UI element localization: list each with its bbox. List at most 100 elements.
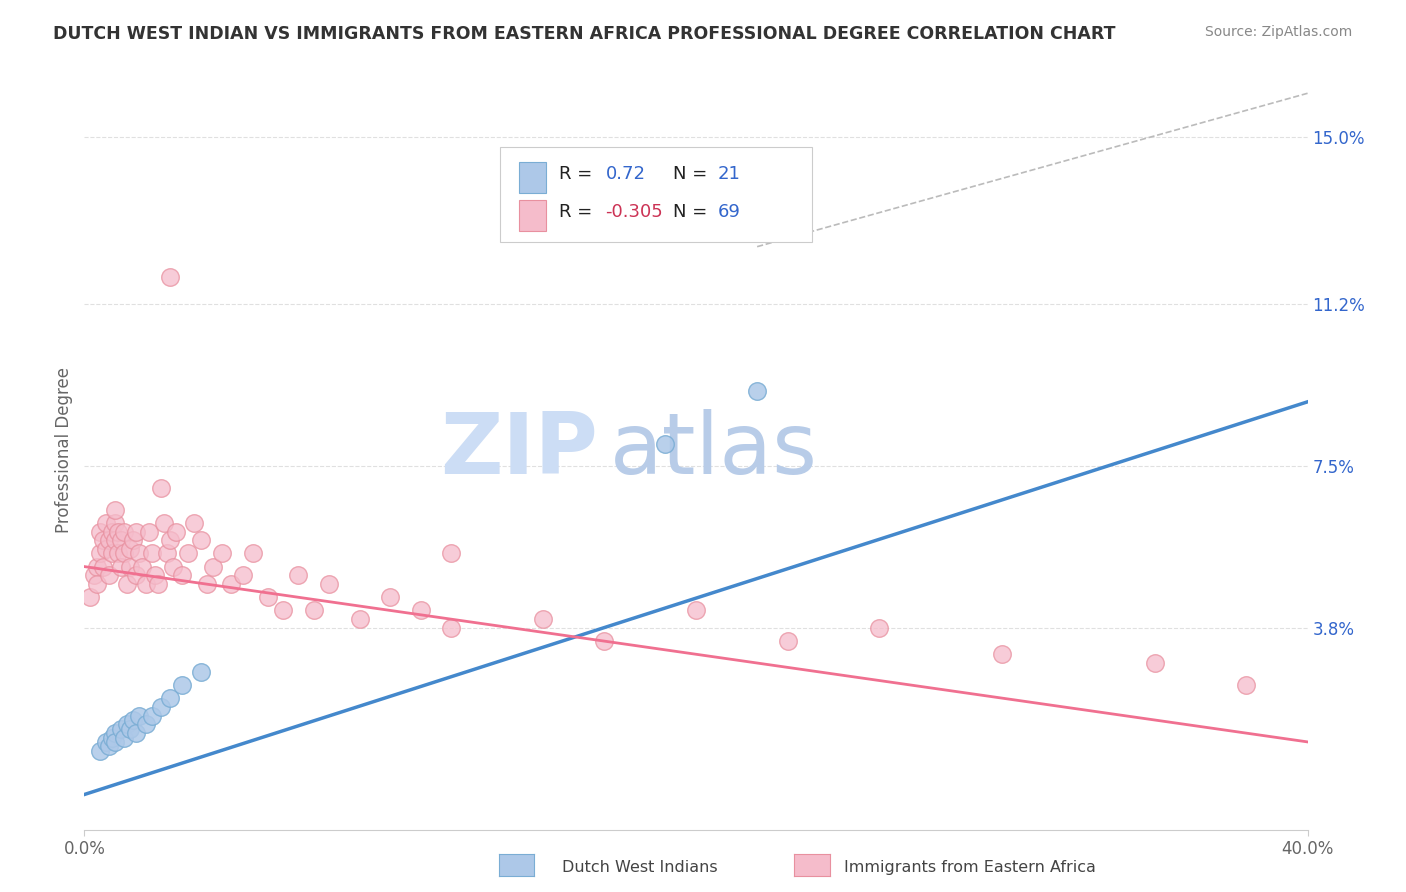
Text: 0.72: 0.72 <box>606 165 645 183</box>
Point <box>141 546 163 560</box>
Point <box>125 568 148 582</box>
Text: 21: 21 <box>718 165 741 183</box>
Point <box>143 568 166 582</box>
Point <box>271 603 294 617</box>
Point <box>83 568 105 582</box>
Text: Immigrants from Eastern Africa: Immigrants from Eastern Africa <box>844 860 1095 874</box>
Point <box>112 731 135 745</box>
Point <box>120 722 142 736</box>
Point <box>287 568 309 582</box>
Point <box>162 559 184 574</box>
Point <box>440 621 463 635</box>
Point <box>138 524 160 539</box>
Point <box>747 384 769 399</box>
Point <box>91 559 114 574</box>
Text: 69: 69 <box>718 202 741 220</box>
Point <box>440 546 463 560</box>
Point <box>107 524 129 539</box>
Point <box>112 546 135 560</box>
Point <box>593 634 616 648</box>
Point <box>1236 678 1258 692</box>
Point <box>97 739 120 754</box>
Point <box>232 568 254 582</box>
Point <box>153 516 176 530</box>
Point <box>131 559 153 574</box>
Text: N =: N = <box>672 202 713 220</box>
Point <box>149 699 172 714</box>
Point <box>149 481 172 495</box>
Point <box>172 678 194 692</box>
Point <box>211 546 233 560</box>
Point <box>302 603 325 617</box>
Point <box>409 603 432 617</box>
Point <box>110 722 132 736</box>
Point <box>685 603 707 617</box>
Point <box>201 559 224 574</box>
Text: N =: N = <box>672 165 713 183</box>
Point <box>104 735 127 749</box>
Point <box>128 546 150 560</box>
Point <box>380 591 402 605</box>
Point <box>195 577 218 591</box>
Point <box>107 546 129 560</box>
Text: R =: R = <box>560 165 598 183</box>
Point <box>190 533 212 548</box>
Bar <box>519 162 546 193</box>
Point <box>165 524 187 539</box>
Point <box>101 524 124 539</box>
Point <box>172 568 194 582</box>
FancyBboxPatch shape <box>501 147 813 242</box>
Text: DUTCH WEST INDIAN VS IMMIGRANTS FROM EASTERN AFRICA PROFESSIONAL DEGREE CORRELAT: DUTCH WEST INDIAN VS IMMIGRANTS FROM EAS… <box>53 25 1116 43</box>
Text: -0.305: -0.305 <box>606 202 664 220</box>
Point <box>159 691 181 706</box>
Point <box>110 533 132 548</box>
Point <box>104 533 127 548</box>
Point <box>1143 656 1166 670</box>
Point <box>135 717 157 731</box>
Point <box>94 516 117 530</box>
Text: R =: R = <box>560 202 598 220</box>
Point <box>219 577 242 591</box>
Point <box>122 533 145 548</box>
Point <box>146 577 169 591</box>
Point <box>177 546 200 560</box>
Point <box>115 577 138 591</box>
Point <box>190 665 212 679</box>
Text: atlas: atlas <box>610 409 818 492</box>
Point <box>120 559 142 574</box>
Point <box>125 524 148 539</box>
Point <box>110 559 132 574</box>
Point <box>654 437 676 451</box>
Point <box>91 533 114 548</box>
Point <box>122 713 145 727</box>
Point <box>318 577 340 591</box>
Point <box>86 559 108 574</box>
Point <box>89 524 111 539</box>
Point <box>115 717 138 731</box>
Point <box>120 542 142 557</box>
Point <box>156 546 179 560</box>
Point <box>531 612 554 626</box>
Point <box>991 647 1014 661</box>
Point <box>257 591 280 605</box>
Point <box>159 533 181 548</box>
Point <box>869 621 891 635</box>
Point <box>349 612 371 626</box>
Point <box>104 726 127 740</box>
Point <box>94 735 117 749</box>
Point <box>159 270 181 285</box>
Text: Dutch West Indians: Dutch West Indians <box>562 860 718 874</box>
Point <box>97 533 120 548</box>
Point <box>242 546 264 560</box>
Text: Source: ZipAtlas.com: Source: ZipAtlas.com <box>1205 25 1353 39</box>
Point <box>79 591 101 605</box>
Point <box>97 568 120 582</box>
Point <box>141 708 163 723</box>
Point <box>89 744 111 758</box>
Point <box>89 546 111 560</box>
Point <box>104 502 127 516</box>
Point <box>112 524 135 539</box>
Point <box>101 731 124 745</box>
Point <box>101 546 124 560</box>
Point <box>776 634 799 648</box>
